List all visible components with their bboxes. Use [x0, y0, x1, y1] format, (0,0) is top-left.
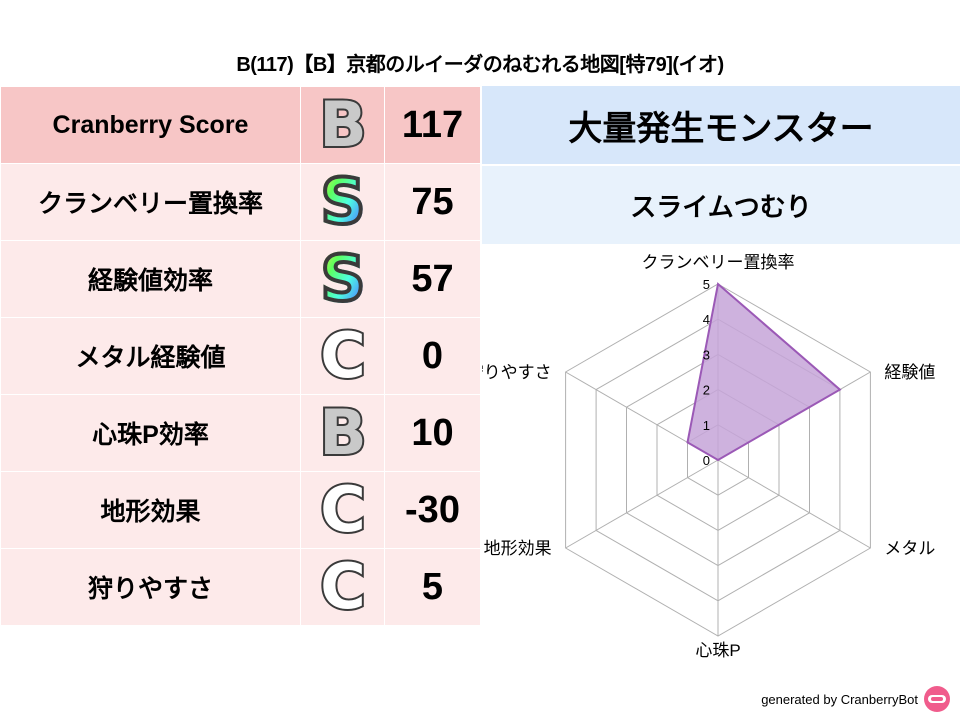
table-row: クランベリー置換率 S 75 — [0, 163, 481, 241]
rank-badge-icon: B — [317, 394, 368, 471]
table-row: 狩りやすさ C 5 — [0, 548, 481, 626]
score-value: 117 — [384, 86, 481, 164]
footer-credit: generated by CranberryBot — [761, 686, 950, 712]
table-row: メタル経験値 C 0 — [0, 317, 481, 395]
stat-value: 75 — [384, 163, 481, 241]
radar-axis-label: クランベリー置換率 — [642, 253, 795, 272]
stat-rank-cell: C — [300, 471, 385, 549]
stat-label: メタル経験値 — [0, 317, 301, 395]
rank-badge-icon: S — [301, 163, 385, 240]
stat-rank-cell: C — [300, 548, 385, 626]
table-row: 心珠P効率 B 10 — [0, 394, 481, 472]
monster-section-header: 大量発生モンスター — [482, 86, 960, 164]
stat-rank-cell: S — [300, 163, 385, 241]
radar-tick-labels: 0 1 2 3 4 5 — [703, 277, 710, 468]
rank-badge-icon: B — [317, 86, 368, 163]
radar-tick-label: 1 — [703, 418, 710, 433]
rank-badge-icon: S — [301, 240, 385, 317]
radar-axis-label: 経験値 — [884, 363, 935, 382]
table-row: 地形効果 C -30 — [0, 471, 481, 549]
monster-name: スライムつむり — [482, 166, 960, 244]
stat-rank-cell: S — [300, 240, 385, 318]
stat-label: 狩りやすさ — [0, 548, 301, 626]
stat-value: 5 — [384, 548, 481, 626]
radar-tick-label: 0 — [703, 453, 710, 468]
score-rank-cell: B — [300, 86, 385, 164]
radar-tick-label: 2 — [703, 383, 710, 398]
radar-tick-label: 4 — [703, 312, 710, 327]
stat-label: クランベリー置換率 — [0, 163, 301, 241]
stat-label: 心珠P効率 — [0, 394, 301, 472]
stat-label: 経験値効率 — [0, 240, 301, 318]
stat-value: 57 — [384, 240, 481, 318]
page-title: B(117)【B】京都のルイーダのねむれる地図[特79](イオ) — [236, 54, 724, 76]
rank-badge-icon: C — [318, 317, 368, 394]
radar-axis-label: メタル — [884, 539, 935, 558]
table-row: 経験値効率 S 57 — [0, 240, 481, 318]
stats-table: Cranberry Score B 117 クランベリー置換率 S 75 経験値… — [0, 86, 481, 626]
table-row-score: Cranberry Score B 117 — [0, 86, 481, 164]
stat-rank-cell: B — [300, 394, 385, 472]
radar-axis-label: 地形効果 — [484, 539, 552, 558]
radar-axis-label: 狩りやすさ — [482, 363, 552, 382]
footer-credit-text: generated by CranberryBot — [761, 691, 918, 707]
stat-value: 10 — [384, 394, 481, 472]
radar-tick-label: 5 — [703, 277, 710, 292]
radar-axis-label: 心珠P — [695, 641, 740, 660]
score-label: Cranberry Score — [0, 86, 301, 164]
radar-tick-label: 3 — [703, 347, 710, 362]
rank-badge-icon: C — [318, 548, 368, 625]
stat-label: 地形効果 — [0, 471, 301, 549]
stat-value: -30 — [384, 471, 481, 549]
stat-value: 0 — [384, 317, 481, 395]
cranberry-bot-avatar-icon — [924, 686, 950, 712]
stat-rank-cell: C — [300, 317, 385, 395]
radar-data-area — [686, 282, 842, 462]
rank-badge-icon: C — [318, 471, 368, 548]
